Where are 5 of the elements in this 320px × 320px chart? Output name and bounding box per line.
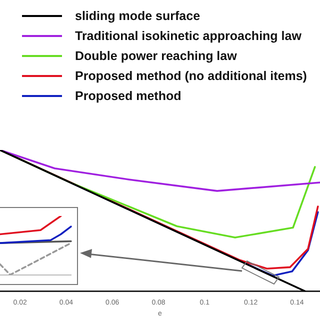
legend-label: Proposed method (no additional items) bbox=[75, 69, 307, 83]
legend-label: Double power reaching law bbox=[75, 49, 237, 63]
legend-label: Traditional isokinetic approaching law bbox=[75, 29, 302, 43]
legend-label: sliding mode surface bbox=[75, 9, 200, 23]
legend-label: Proposed method bbox=[75, 89, 182, 103]
